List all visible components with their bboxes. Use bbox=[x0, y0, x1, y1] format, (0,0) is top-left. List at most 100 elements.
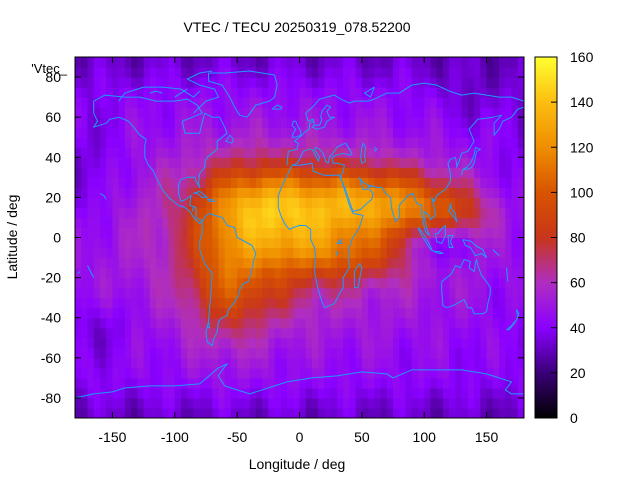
heatmap-cell bbox=[174, 107, 182, 118]
heatmap-cell bbox=[187, 307, 195, 319]
heatmap-cell bbox=[386, 247, 394, 259]
heatmap-cell bbox=[311, 117, 319, 128]
heatmap-cell bbox=[449, 257, 457, 269]
heatmap-cell bbox=[299, 217, 307, 229]
heatmap-cell bbox=[349, 307, 357, 319]
heatmap-cell bbox=[386, 337, 394, 349]
heatmap-cell bbox=[118, 237, 126, 249]
heatmap-cell bbox=[255, 57, 263, 68]
heatmap-cell bbox=[461, 167, 469, 178]
heatmap-cell bbox=[399, 337, 407, 349]
heatmap-cell bbox=[249, 207, 257, 219]
heatmap-cell bbox=[436, 177, 444, 188]
heatmap-cell bbox=[293, 357, 301, 369]
heatmap-cell bbox=[162, 97, 170, 108]
heatmap-cell bbox=[517, 397, 524, 409]
heatmap-cell bbox=[449, 107, 457, 118]
heatmap-cell bbox=[343, 237, 350, 249]
heatmap-cell bbox=[492, 327, 500, 339]
heatmap-cell bbox=[118, 197, 126, 209]
heatmap-cell bbox=[480, 377, 488, 389]
heatmap-cell bbox=[218, 267, 226, 279]
heatmap-cell bbox=[499, 197, 506, 209]
heatmap-cell bbox=[112, 207, 120, 219]
heatmap-cell bbox=[411, 277, 419, 289]
coastline bbox=[174, 88, 188, 98]
heatmap-cell bbox=[355, 407, 363, 418]
heatmap-cell bbox=[336, 147, 344, 158]
heatmap-cell bbox=[218, 347, 226, 359]
heatmap-cell bbox=[424, 187, 432, 198]
heatmap-cell bbox=[467, 57, 475, 68]
heatmap-cell bbox=[131, 157, 138, 168]
heatmap-cell bbox=[393, 127, 400, 138]
heatmap-cell bbox=[480, 207, 488, 219]
heatmap-cell bbox=[399, 207, 407, 219]
heatmap-cell bbox=[368, 187, 375, 198]
heatmap-cell bbox=[143, 317, 151, 329]
heatmap-cell bbox=[81, 327, 89, 339]
heatmap-cell bbox=[237, 367, 244, 379]
heatmap-cell bbox=[112, 407, 120, 418]
heatmap-cell bbox=[499, 287, 506, 299]
heatmap-cell bbox=[156, 127, 163, 138]
heatmap-cell bbox=[156, 347, 163, 359]
heatmap-cell bbox=[199, 367, 207, 379]
heatmap-cell bbox=[75, 287, 82, 299]
heatmap-cell bbox=[131, 167, 138, 178]
heatmap-cell bbox=[355, 167, 363, 178]
heatmap-cell bbox=[118, 117, 126, 128]
heatmap-cell bbox=[118, 287, 126, 299]
heatmap-cell bbox=[249, 107, 257, 118]
heatmap-cell bbox=[442, 327, 450, 339]
heatmap-cell bbox=[330, 247, 338, 259]
heatmap-cell bbox=[224, 207, 232, 219]
heatmap-cell bbox=[511, 207, 519, 219]
heatmap-cell bbox=[305, 107, 313, 118]
heatmap-cell bbox=[162, 87, 170, 98]
heatmap-cell bbox=[374, 397, 382, 409]
heatmap-cell bbox=[374, 97, 382, 108]
heatmap-cell bbox=[149, 157, 157, 168]
heatmap-cell bbox=[305, 407, 313, 418]
heatmap-cell bbox=[230, 57, 238, 68]
heatmap-cell bbox=[480, 57, 488, 68]
heatmap-cell bbox=[511, 357, 519, 369]
heatmap-cell bbox=[455, 167, 463, 178]
heatmap-cell bbox=[305, 257, 313, 269]
heatmap-cell bbox=[355, 237, 363, 249]
heatmap-cell bbox=[430, 407, 438, 418]
heatmap-cell bbox=[268, 207, 276, 219]
heatmap-cell bbox=[124, 217, 132, 229]
heatmap-cell bbox=[455, 57, 463, 68]
heatmap-cell bbox=[75, 107, 82, 118]
heatmap-cell bbox=[393, 317, 400, 329]
heatmap-cell bbox=[193, 127, 201, 138]
heatmap-cell bbox=[424, 137, 432, 148]
heatmap-cell bbox=[168, 237, 176, 249]
heatmap-cell bbox=[199, 377, 207, 389]
heatmap-cell bbox=[156, 177, 163, 188]
heatmap-cell bbox=[112, 337, 120, 349]
heatmap-cell bbox=[99, 247, 107, 259]
heatmap-cell bbox=[380, 217, 388, 229]
heatmap-cell bbox=[461, 57, 469, 68]
heatmap-cell bbox=[255, 317, 263, 329]
heatmap-cell bbox=[268, 347, 276, 359]
heatmap-cell bbox=[436, 367, 444, 379]
heatmap-cell bbox=[517, 187, 524, 198]
heatmap-cell bbox=[417, 107, 425, 118]
heatmap-cell bbox=[368, 317, 375, 329]
heatmap-cell bbox=[311, 167, 319, 178]
heatmap-cell bbox=[268, 67, 276, 78]
heatmap-cell bbox=[499, 77, 506, 88]
heatmap-cell bbox=[162, 107, 170, 118]
heatmap-cell bbox=[511, 167, 519, 178]
heatmap-cell bbox=[137, 367, 145, 379]
heatmap-cell bbox=[174, 217, 182, 229]
heatmap-cell bbox=[424, 247, 432, 259]
heatmap-cell bbox=[336, 117, 344, 128]
heatmap-cell bbox=[442, 87, 450, 98]
heatmap-cell bbox=[355, 267, 363, 279]
heatmap-cell bbox=[280, 57, 288, 68]
